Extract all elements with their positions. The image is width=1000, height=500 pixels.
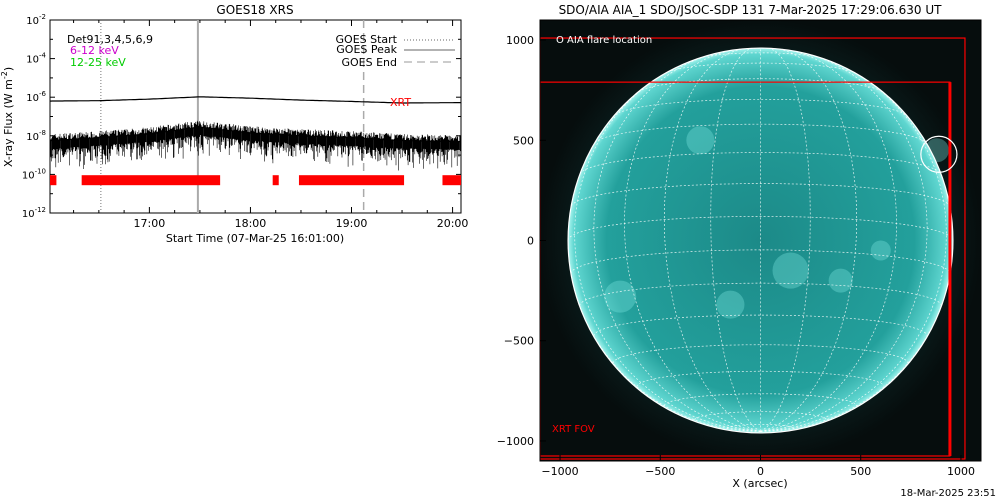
longitude-line [760,67,947,432]
active-region [716,290,745,319]
active-region [828,268,853,293]
xrt-fov-label: XRT FOV [552,424,595,435]
footer-timestamp: 18-Mar-2025 23:51 [900,488,996,499]
legend-high-energy-label: 12-25 keV [70,56,126,69]
goes-y-tick-base: 10 [26,132,39,143]
goes-y-tick-base: 10 [22,170,35,181]
aia-y-tick-label: 1000 [506,34,534,47]
goes-y-axis-title-close: ) [2,67,15,71]
aia-y-tick-label: −1000 [497,435,534,448]
goes-y-tick-label: 10-4 [26,52,46,66]
aia-x-tick-label: 1000 [947,465,975,478]
goes-y-tick-exp: -12 [35,206,46,214]
xrt-coverage-bar [272,175,279,186]
aia-x-axis-title: X (arcsec) [732,477,787,490]
goes-y-tick-label: 10-8 [26,129,46,143]
latitude-line [579,152,942,175]
active-region-brightenings [604,126,949,319]
longitude-line [760,48,858,432]
legend-goes-start-label: GOES Start [336,33,398,46]
latitude-line [570,183,951,207]
goes-y-tick-base: 10 [26,16,39,27]
xrt-coverage-bars [50,175,461,186]
legend-goes-peak-label: GOES Peak [336,43,397,56]
goes-x-tick-label: 20:00 [437,217,469,230]
goes-y-tick-base: 10 [22,209,35,220]
active-region [870,240,891,261]
goes-low-channel-line [50,126,461,143]
longitude-line [663,48,761,432]
aia-title: SDO/AIA AIA_1 SDO/JSOC-SDP 131 7-Mar-202… [559,3,943,17]
goes-x-tick-label: 18:00 [235,217,267,230]
xrt-coverage-bar [81,175,221,186]
goes-y-tick-base: 10 [26,55,39,66]
goes-y-tick-label: 10-10 [22,167,46,181]
aia-y-tick-label: 0 [527,235,534,248]
goes-y-tick-label: 10-2 [26,13,46,27]
goes-x-tick-label: 17:00 [134,217,166,230]
goes-x-axis-title: Start Time (07-Mar-25 16:01:00) [166,232,344,245]
latitude-line [698,52,823,59]
goes-y-tick-exp: -6 [39,90,47,98]
solar-limb [567,47,954,434]
goes-x-ticks: 17:00 18:00 19:00 20:00 [73,20,469,230]
active-region [686,126,715,155]
aia-y-tick-label: 500 [513,134,534,147]
goes-low-channel-scatter [50,120,461,171]
xrt-coverage-bar [50,175,57,186]
longitude-line [624,49,761,432]
active-region [924,138,949,163]
longitude-line [760,49,897,432]
longitude-line [760,47,811,432]
goes-y-tick-label: 10-12 [22,206,46,220]
aia-panel: SDO/AIA AIA_1 SDO/JSOC-SDP 131 7-Mar-202… [497,3,982,490]
legend-goes-end-label: GOES End [341,56,397,69]
goes-series [50,96,461,143]
goes-x-tick-label: 19:00 [336,217,368,230]
svg-text:X-ray Flux (W m-2): X-ray Flux (W m-2) [0,67,15,167]
goes-y-tick-base: 10 [26,93,39,104]
xrt-fov-boxes [540,37,966,460]
goes-y-tick-exp: -8 [39,129,46,137]
aia-x-tick-label: 500 [850,465,871,478]
goes-y-axis-title-sup: -2 [0,71,9,79]
legend-dets-label: Det91,3,4,5,6,9 [67,33,153,46]
goes-title: GOES18 XRS [216,3,293,17]
goes-y-tick-exp: -10 [35,167,46,175]
latitude-line [567,216,954,241]
aia-y-tick-label: −500 [504,335,534,348]
aia-x-tick-label: 0 [757,465,764,478]
aia-x-tick-label: −500 [645,465,675,478]
xrt-fov-box [540,37,966,460]
active-region [772,252,809,289]
goes-y-axis-title-main: X-ray Flux (W m [2,79,15,167]
goes-y-tick-label: 10-6 [26,90,46,104]
goes-high-channel-line [50,96,461,104]
legend-low-energy-label: 6-12 keV [70,44,119,57]
xrt-coverage-bar [442,175,461,186]
aia-x-tick-label: −1000 [541,465,578,478]
goes-y-tick-exp: -2 [39,13,46,21]
aia-flare-location-label: O AIA flare location [556,35,652,46]
latitude-line [594,123,927,144]
goes-low-channel-noise [50,120,461,171]
goes-y-tick-exp: -4 [39,52,47,60]
xrt-label: XRT [390,96,411,109]
longitude-line [574,67,761,432]
longitude-line [710,47,761,432]
latitude-line [694,411,827,420]
goes-y-axis-title: X-ray Flux (W m-2) [0,67,15,167]
solar-disk [568,48,953,433]
aia-x-ticks: −1000 −500 0 500 1000 [541,455,975,478]
latitude-line [593,314,928,337]
heliographic-grid [567,47,954,434]
active-region [604,280,637,313]
aia-y-ticks: 1000 500 0 −500 −1000 [497,34,546,448]
aia-flare-location-circle [920,135,958,173]
xrt-coverage-bar [298,175,405,186]
latitude-line [638,78,883,93]
